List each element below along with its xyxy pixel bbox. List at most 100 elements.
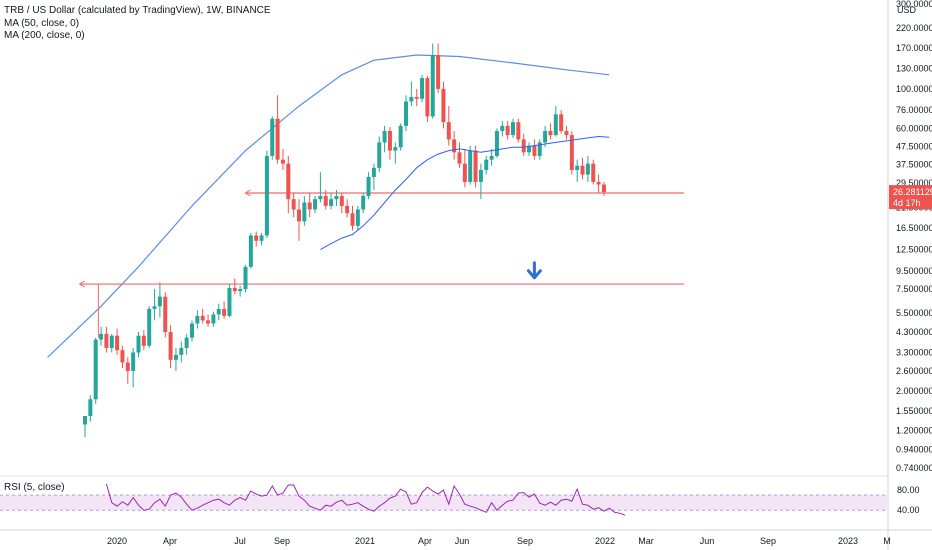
candle-body	[125, 362, 130, 371]
arrow-path	[526, 261, 542, 280]
time-tick-label: 2021	[355, 536, 375, 546]
candle-body	[398, 125, 403, 148]
candle-body	[548, 130, 553, 136]
price-tick-label: 76.000000	[896, 105, 932, 115]
candle-body	[179, 347, 184, 355]
price-tick-label: 29.500000	[896, 178, 932, 188]
time-tick-label: Apr	[163, 536, 177, 546]
candle-body	[527, 145, 532, 153]
candle-body	[478, 170, 483, 182]
candle-body	[184, 337, 189, 348]
candle-body	[297, 209, 301, 222]
time-tick-label: Jun	[700, 536, 715, 546]
candle-body	[409, 97, 414, 102]
candle-body	[211, 314, 216, 324]
candle-body	[521, 139, 526, 153]
candle-body	[280, 159, 285, 164]
candle-body	[430, 55, 435, 117]
time-tick-label: Mar	[638, 536, 654, 546]
candle-body	[222, 308, 227, 316]
candle-body	[157, 296, 162, 307]
time-tick-label: Sep	[517, 536, 533, 546]
candle-body	[345, 205, 350, 214]
time-axis[interactable]: 2020 Apr Jul Sep 2021 Apr Jun Sep 2022 Mar Jun Sep 2…	[107, 536, 891, 546]
candle-body	[93, 339, 98, 400]
candle-body	[131, 352, 136, 371]
time-tick-label: M	[883, 536, 891, 546]
price-unit: USD	[897, 5, 917, 15]
horizontal-levels	[78, 189, 685, 338]
rsi-tick-label: 80.00	[897, 485, 920, 495]
candle-body	[173, 354, 178, 360]
candle-body	[436, 55, 441, 89]
candle-body	[339, 196, 344, 206]
countdown: 4d 17h	[893, 198, 921, 208]
arc-path	[47, 54, 610, 358]
candle-body	[115, 335, 120, 351]
time-tick-label: 2020	[107, 536, 127, 546]
candle-body	[414, 97, 419, 99]
candle-body	[190, 323, 194, 338]
candle-body	[195, 315, 200, 324]
candle-body	[88, 399, 93, 417]
candle-body	[259, 235, 264, 241]
time-tick-label: Sep	[760, 536, 776, 546]
price-tick-label: 170.000000	[896, 43, 932, 53]
candle-body	[147, 308, 152, 346]
candle-body	[404, 101, 408, 126]
candle-body	[585, 163, 590, 175]
price-tick-label: 1.550000	[896, 406, 932, 416]
candle-body	[468, 150, 473, 182]
candles	[83, 43, 606, 438]
price-tick-label: 2.600000	[896, 366, 932, 376]
rsi-legend: RSI (5, close)	[4, 482, 65, 493]
arc-trendline	[47, 54, 610, 358]
candle-body	[120, 350, 125, 363]
last-price: 26.281129	[893, 187, 932, 197]
ma50-legend: MA (50, close, 0)	[4, 18, 80, 29]
candle-body	[366, 176, 371, 197]
candle-body	[537, 142, 542, 156]
candle-body	[452, 139, 457, 153]
candle-body	[168, 332, 173, 360]
candle-body	[329, 199, 334, 206]
candle-body	[393, 147, 398, 151]
price-tick-label: 300.000000	[896, 0, 932, 9]
price-tick-label: 12.500000	[896, 245, 932, 255]
candle-body	[313, 199, 318, 210]
candle-body	[238, 289, 243, 292]
candle-body	[484, 159, 489, 171]
candle-body	[489, 155, 494, 160]
level-marker-0	[244, 189, 251, 197]
candle-body	[371, 167, 376, 177]
candle-body	[446, 122, 451, 140]
price-tick-label: 1.200000	[896, 426, 932, 436]
candle-body	[302, 202, 307, 222]
candle-body	[318, 196, 323, 200]
candle-body	[564, 130, 569, 136]
candle-body	[136, 335, 141, 353]
price-tick-label: 0.940000	[896, 445, 932, 455]
candle-body	[227, 288, 232, 316]
time-tick-label: 2023	[838, 536, 858, 546]
candle-body	[232, 288, 237, 292]
candle-body	[270, 118, 275, 156]
candle-body	[580, 165, 585, 175]
candle-body	[83, 416, 87, 425]
ma200-legend: MA (200, close, 0)	[4, 30, 85, 41]
candle-body	[248, 235, 253, 267]
candle-body	[569, 135, 574, 171]
candle-body	[420, 78, 425, 99]
candle-body	[286, 163, 291, 200]
candle-body	[109, 335, 114, 348]
candle-body	[350, 213, 355, 226]
symbol-legend: TRB / US Dollar (calculated by TradingVi…	[4, 5, 271, 16]
candle-body	[361, 196, 366, 210]
candle-body	[104, 333, 109, 348]
rsi-tick-label: 40.00	[897, 505, 920, 515]
candle-body	[200, 315, 205, 321]
price-tick-label: 16.500000	[896, 223, 932, 233]
